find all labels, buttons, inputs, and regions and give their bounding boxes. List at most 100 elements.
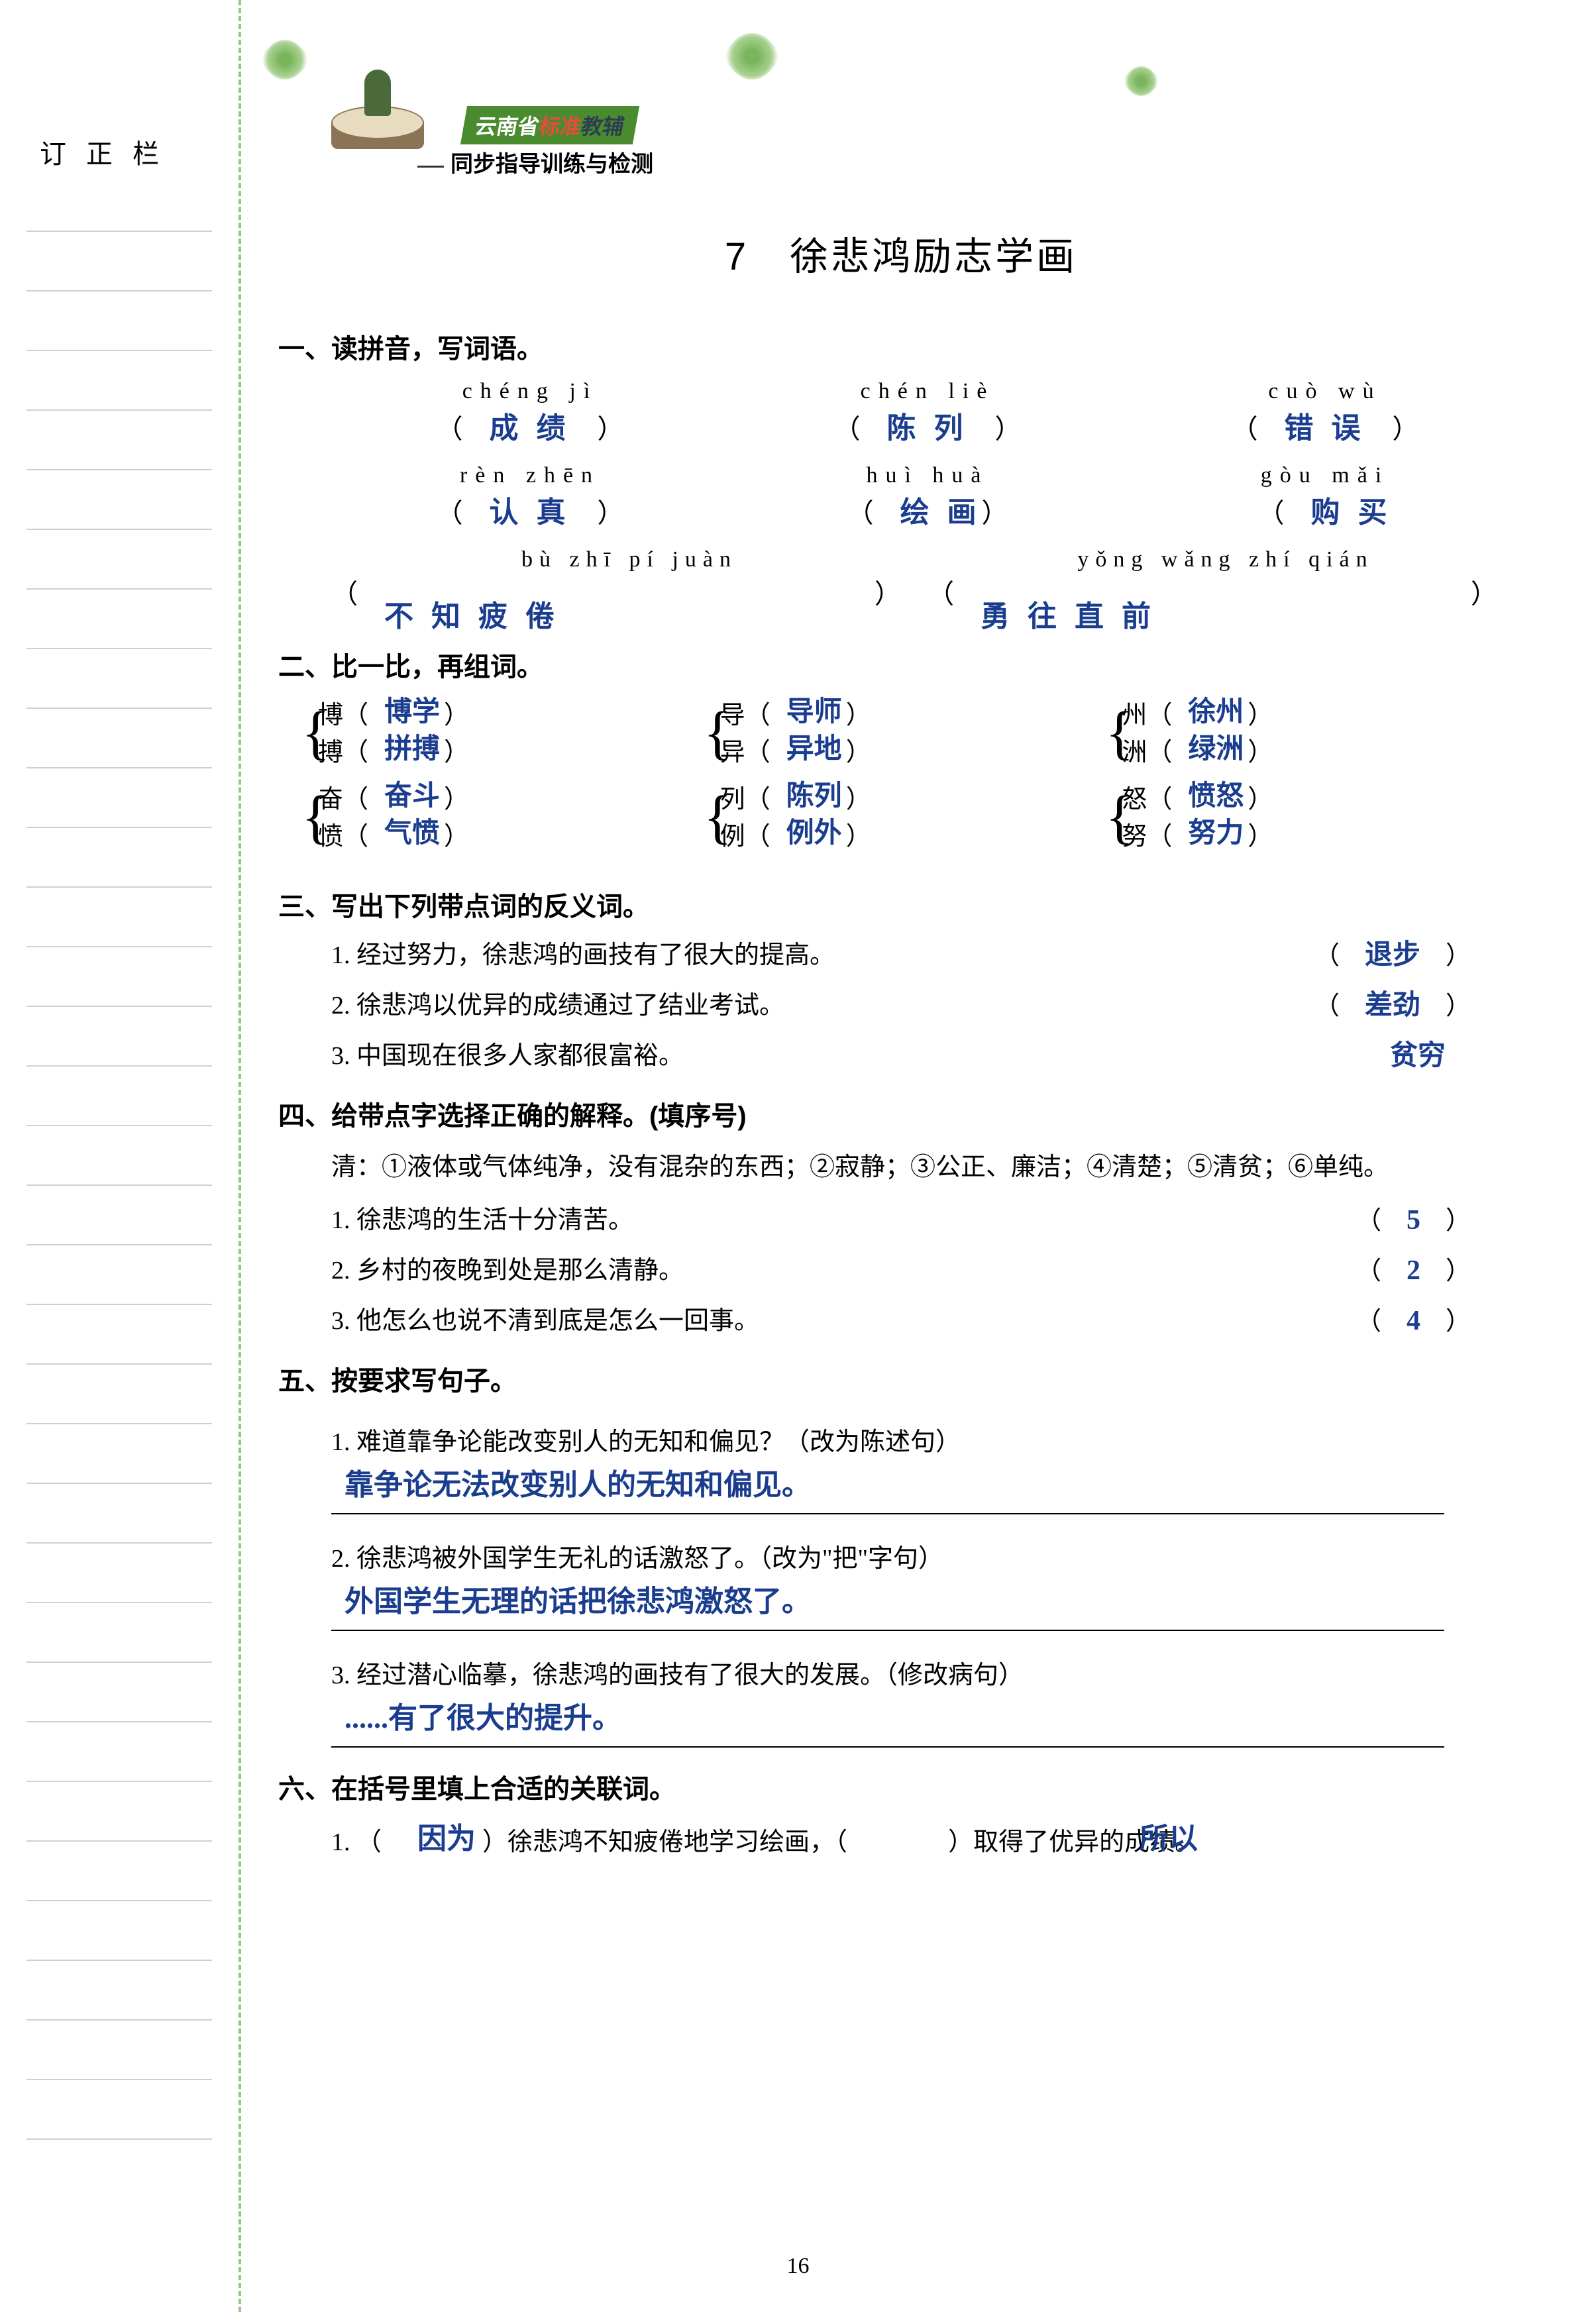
question-text: 1. 徐悲鸿的生活十分清苦。 [331,1206,633,1234]
handwritten-answer: 5 [1407,1205,1420,1235]
answer-row: （ 成 绩 ） （ 陈 列 ） （ 错 误 ） [331,404,1524,447]
pinyin-text: rèn zhēn [331,463,729,488]
handwritten-answer: 陈列 [786,778,842,815]
question-text: 2. 乡村的夜晚到处是那么清静。 [331,1257,684,1285]
correction-column-label: 订 正 栏 [40,132,166,171]
answer-underline [331,1746,1444,1748]
handwritten-answer: 靠争论无法改变别人的无知和偏见。 [345,1469,811,1501]
compare-grid: { 博（博学 ） 搏（拼搏 ） { 奋（奋斗 ） 愤（气愤 ） { 导（导师 ）… [318,697,1524,865]
char: 博 [318,702,343,729]
question-text: 2. 徐悲鸿被外国学生无礼的话激怒了。（改为"把"字句） [331,1538,1524,1574]
handwritten-answer: 错 误 [1285,412,1366,445]
question-line: 2. 徐悲鸿以优异的成绩通过了结业考试。（ 差劲 ） [331,987,1524,1024]
question-line: 1. （ ）徐悲鸿不知疲倦地学习绘画，（ ）取得了优异的成绩。 因为 所以 [331,1822,1524,1862]
brand-prefix: 云南省 [473,115,541,138]
page-number: 16 [0,2254,1596,2279]
pinyin-text: gòu mǎi [1126,463,1524,488]
handwritten-answer: 不 知 疲 倦 [384,592,560,635]
handwritten-answer: 成 绩 [490,412,571,445]
series-subtitle: 同步指导训练与检测 [417,146,653,178]
pinyin-text: chén liè [729,379,1126,404]
question-line: 1. 徐悲鸿的生活十分清苦。（ 5 ） [331,1202,1524,1239]
correction-column-lines [27,172,212,2140]
question-line: 2. 乡村的夜晚到处是那么清静。（ 2 ） [331,1252,1524,1289]
section-1-heading: 一、读拼音，写词语。 [278,327,1524,366]
char: 洲 [1122,739,1147,766]
question-line: 1. 经过努力，徐悲鸿的画技有了很大的提高。（ 退步 ） [331,937,1524,974]
leaf-decoration-icon [257,32,313,88]
section-5-heading: 五、按要求写句子。 [278,1359,1524,1398]
question-text: 3. 中国现在很多人家都很富裕。 [331,1042,684,1070]
section-2-heading: 二、比一比，再组词。 [278,645,1524,684]
handwritten-answer: 因为 [417,1819,476,1859]
answer-row: （ 认 真 ） （ 绘 画） （ 购 买 [331,488,1524,531]
handwritten-answer: 购 买 [1311,496,1393,529]
handwritten-answer: 导师 [786,694,842,731]
answer-underline [331,1513,1444,1514]
pinyin-text: huì huà [729,463,1126,488]
char: 怒 [1122,786,1147,814]
pinyin-row: chéng jì chén liè cuò wù [331,379,1524,404]
question-text: 1. 经过努力，徐悲鸿的画技有了很大的提高。 [331,941,835,969]
char: 搏 [318,739,343,766]
handwritten-answer: ......有了很大的提升。 [345,1702,621,1734]
handwritten-answer: 4 [1407,1306,1420,1336]
char: 列 [720,786,745,814]
handwritten-answer: 例外 [786,815,842,852]
handwritten-answer: 拼搏 [384,731,440,768]
question-text: 1. （ [331,1828,382,1856]
question-text: 3. 他怎么也说不清到底是怎么一回事。 [331,1307,759,1335]
definition-text: 清：①液体或气体纯净，没有混杂的东西；②寂静；③公正、廉洁；④清楚；⑤清贫；⑥单… [331,1146,1524,1188]
handwritten-answer: 所以 [1140,1819,1198,1859]
question-text: 1. 难道靠争论能改变别人的无知和偏见？（改为陈述句） [331,1421,1524,1457]
handwritten-answer: 博学 [384,694,440,731]
handwritten-answer: 绿洲 [1188,731,1244,768]
char: 奋 [318,786,343,814]
pinyin-text: bù zhī pí juàn [331,547,928,572]
handwritten-answer: 退步 [1365,940,1420,971]
section-3-heading: 三、写出下列带点词的反义词。 [278,885,1524,923]
handwritten-answer: 异地 [786,731,842,768]
section-4-heading: 四、给带点字选择正确的解释。(填序号) [278,1094,1524,1133]
char: 州 [1122,702,1147,729]
char: 导 [720,702,745,729]
leaf-decoration-icon [719,24,785,89]
handwritten-answer: 奋斗 [384,778,440,815]
answer-row: （不 知 疲 倦） （勇 往 直 前） [331,572,1524,625]
pinyin-row: rèn zhēn huì huà gòu mǎi [331,463,1524,488]
leaf-decoration-icon [1120,60,1163,103]
handwritten-answer: 陈 列 [887,412,969,445]
handwritten-answer: 贫穷 [1390,1041,1446,1071]
pinyin-text: yǒng wǎng zhí qián [928,547,1524,572]
handwritten-answer: 努力 [1188,815,1244,852]
brand-mid: 标准 [537,115,583,138]
main-content: 7 徐悲鸿励志学画 一、读拼音，写词语。 chéng jì chén liè c… [278,225,1524,1862]
handwritten-answer: 勇 往 直 前 [981,592,1156,635]
handwritten-answer: 绘 画 [900,496,982,529]
handwritten-answer: 气愤 [384,815,440,852]
stump-illustration-icon [331,66,437,146]
handwritten-answer: 2 [1407,1255,1420,1286]
brand-badge: 云南省标准教辅 [464,106,636,144]
char: 愤 [318,823,343,851]
pinyin-text: chéng jì [331,379,729,404]
section-6-heading: 六、在括号里填上合适的关联词。 [278,1767,1524,1806]
handwritten-answer: 徐州 [1188,694,1244,731]
lesson-title: 7 徐悲鸿励志学画 [278,225,1524,281]
handwritten-answer: 差劲 [1365,990,1420,1021]
question-text: 3. 经过潜心临摹，徐悲鸿的画技有了很大的发展。（修改病句） [331,1654,1524,1691]
handwritten-answer: 认 真 [490,496,571,529]
handwritten-answer: 愤怒 [1188,778,1244,815]
question-line: 3. 中国现在很多人家都很富裕。 贫穷 [331,1037,1524,1075]
question-text: 2. 徐悲鸿以优异的成绩通过了结业考试。 [331,992,784,1020]
pinyin-row: bù zhī pí juàn yǒng wǎng zhí qián [331,547,1524,572]
question-line: 3. 他怎么也说不清到底是怎么一回事。（ 4 ） [331,1302,1524,1340]
answer-underline [331,1630,1444,1631]
handwritten-answer: 外国学生无理的话把徐悲鸿激怒了。 [345,1585,811,1618]
vertical-divider [239,0,241,2312]
char: 努 [1122,823,1147,851]
pinyin-text: cuò wù [1126,379,1524,404]
char: 异 [720,739,745,766]
brand-suffix: 教辅 [580,115,626,138]
char: 例 [720,823,745,851]
